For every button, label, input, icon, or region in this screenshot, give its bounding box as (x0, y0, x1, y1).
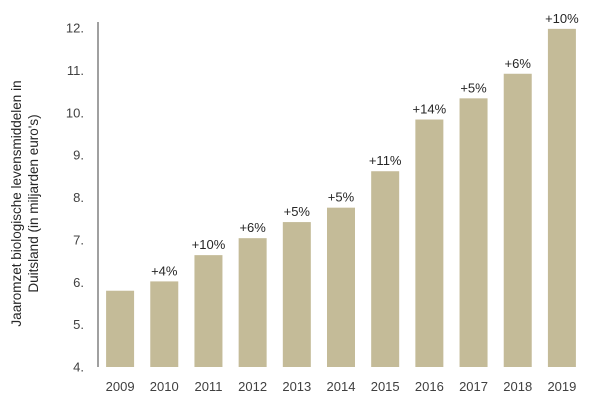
data-label-2016: +14% (413, 102, 447, 117)
x-tick-label-2019: 2019 (547, 379, 576, 394)
y-tick-label: 5. (73, 317, 84, 332)
bars (106, 28, 576, 367)
data-label-2010: +4% (151, 263, 178, 278)
y-axis-title-line: Jaaromzet biologische levensmiddelen in (9, 80, 24, 326)
x-tick-label-2011: 2011 (194, 379, 222, 394)
data-label-2017: +5% (460, 80, 487, 95)
x-tick-label-2012: 2012 (238, 379, 267, 394)
y-tick-label: 8. (73, 190, 84, 205)
data-label-2011: +10% (192, 237, 226, 252)
y-tick-label: 12. (66, 21, 84, 36)
y-tick-label: 10. (66, 105, 84, 120)
bar-2011 (194, 255, 223, 367)
y-tick-label: 9. (73, 148, 84, 163)
y-tick-labels: 4. 5. 6. 7. 8. 9. 10. 11. 12. (66, 21, 84, 375)
y-axis-title: Jaaromzet biologische levensmiddelen in D… (9, 80, 41, 326)
bar-2010 (150, 281, 179, 367)
x-tick-label-2017: 2017 (459, 379, 488, 394)
bar-2009 (106, 290, 135, 367)
bar-2017 (459, 98, 488, 367)
x-tick-label-2010: 2010 (150, 379, 179, 394)
x-tick-label-2016: 2016 (415, 379, 444, 394)
y-tick-label: 11. (67, 63, 84, 78)
data-label-2019: +10% (545, 11, 579, 26)
x-tick-label-2014: 2014 (327, 379, 356, 394)
x-tick-labels: 2009 2010 2011 2012 2013 2014 2015 2016 2017 2018… (106, 379, 577, 394)
bar-2014 (327, 207, 355, 367)
data-label-2014: +5% (328, 190, 355, 205)
data-labels: +4% +10% +6% +5% +5% +11% +14% +5% +6% +10% (151, 11, 579, 279)
y-axis-title-line: Duitsland (in miljarden euro's) (26, 114, 41, 292)
y-tick-label: 6. (73, 275, 84, 290)
bar-2013 (282, 222, 311, 367)
data-label-2015: +11% (369, 153, 402, 168)
x-tick-label-2018: 2018 (503, 379, 532, 394)
x-tick-label-2013: 2013 (282, 379, 311, 394)
data-label-2018: +6% (505, 56, 532, 71)
data-label-2013: +5% (284, 204, 311, 219)
x-tick-label-2009: 2009 (106, 379, 135, 394)
bar-2015 (371, 171, 400, 367)
data-label-2012: +6% (239, 220, 266, 235)
y-tick-label: 7. (73, 232, 84, 247)
bar-2016 (415, 119, 444, 367)
x-tick-label-2015: 2015 (371, 379, 400, 394)
y-tick-label: 4. (73, 360, 84, 375)
bar-2018 (503, 73, 532, 367)
bar-2012 (238, 238, 267, 367)
bar-2019 (547, 28, 576, 367)
